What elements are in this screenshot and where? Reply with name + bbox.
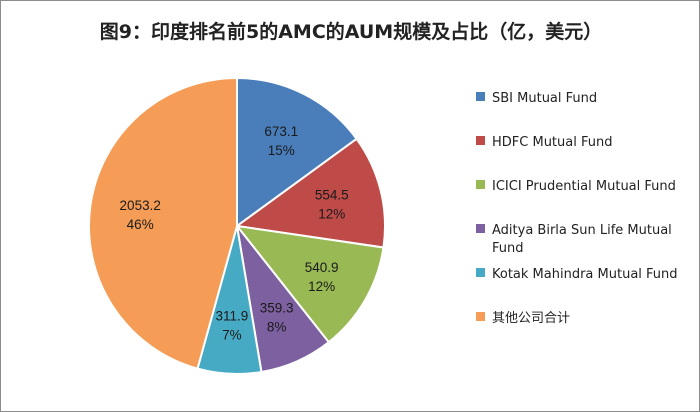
slice-value-label: 554.5 <box>315 188 349 203</box>
legend-label: ICICI Prudential Mutual Fund <box>492 179 676 194</box>
chart-title: 图9：印度排名前5的AMC的AUM规模及占比（亿，美元） <box>100 20 602 43</box>
slice-percent-label: 46% <box>127 217 154 232</box>
legend-swatch <box>476 136 485 145</box>
legend: SBI Mutual Fund HDFC Mutual Fund ICICI Pru… <box>476 91 678 326</box>
pie-slice <box>234 137 386 249</box>
slice-percent-label: 8% <box>267 319 287 334</box>
slice-percent-label: 12% <box>318 207 345 222</box>
legend-swatch <box>476 268 485 277</box>
slice-value-label: 311.9 <box>216 309 249 324</box>
legend-swatch <box>476 224 485 233</box>
slice-percent-label: 15% <box>268 143 295 158</box>
legend-swatch <box>476 92 485 101</box>
slice-labels: 673.1 15% 554.5 12% 540.9 12% 359.3 8% 311.9 7% 20… <box>120 124 349 343</box>
slice-value-label: 673.1 <box>264 124 298 139</box>
legend-label: Aditya Birla Sun Life Mutual <box>492 223 672 238</box>
legend-label: SBI Mutual Fund <box>492 91 597 106</box>
slice-value-label: 540.9 <box>305 260 339 275</box>
legend-label: HDFC Mutual Fund <box>492 135 612 150</box>
pie-slices <box>87 76 386 375</box>
slice-value-label: 2053.2 <box>120 198 161 213</box>
slice-percent-label: 7% <box>222 328 242 343</box>
legend-label: 其他公司合计 <box>492 311 570 326</box>
legend-label: Kotak Mahindra Mutual Fund <box>492 267 678 282</box>
legend-swatch <box>476 180 485 189</box>
legend-swatch <box>476 312 485 321</box>
pie-slice <box>87 76 238 370</box>
pie-slice <box>234 224 385 344</box>
pie-slice <box>236 76 359 228</box>
slice-value-label: 359.3 <box>260 300 294 315</box>
legend-label: Fund <box>492 241 524 256</box>
slice-percent-label: 12% <box>308 279 335 294</box>
